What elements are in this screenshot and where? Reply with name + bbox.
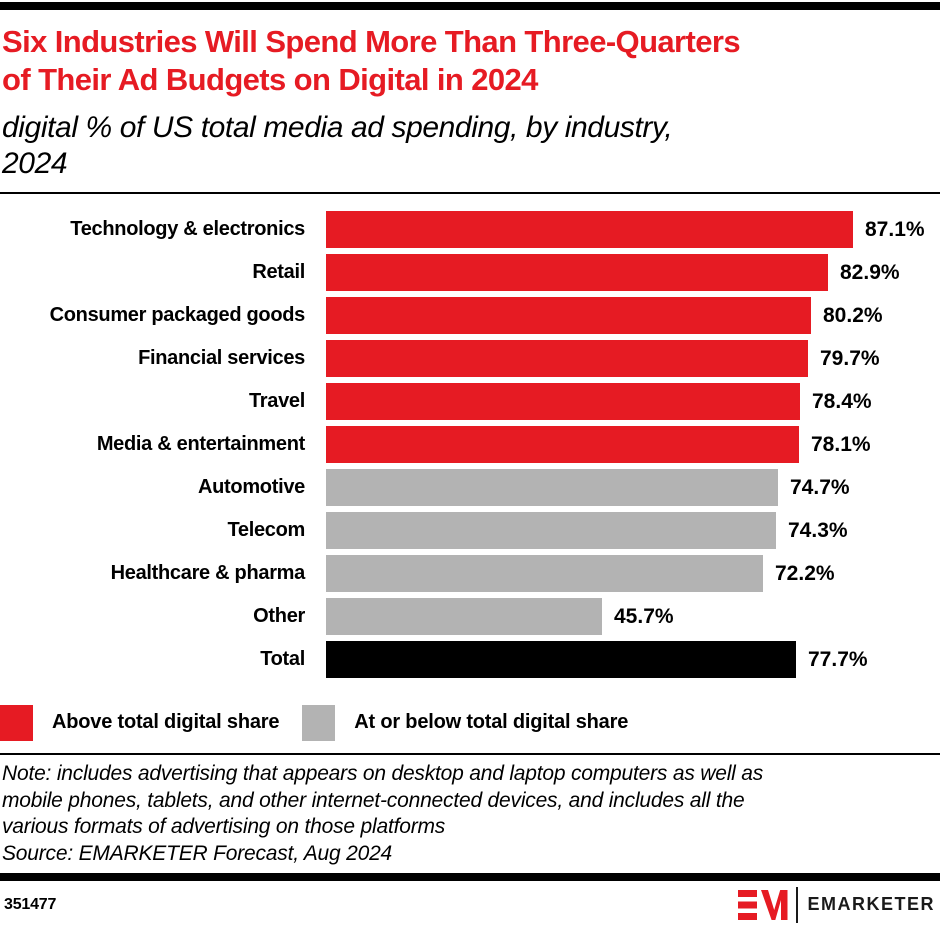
- bottom-black-bar: [0, 873, 940, 881]
- emarketer-logo: EMARKETER: [738, 886, 935, 923]
- category-label: Other: [253, 605, 305, 627]
- bar: [326, 340, 808, 377]
- bar: [326, 297, 811, 334]
- bar-row: Automotive 74.7%: [0, 466, 940, 509]
- legend-item-below: At or below total digital share: [302, 704, 629, 741]
- bar-track: 78.1%: [326, 426, 940, 463]
- bar-track: 80.2%: [326, 297, 940, 334]
- bar-row: Technology & electronics 87.1%: [0, 208, 940, 251]
- bar-chart: Technology & electronics 87.1% Retail 82…: [0, 208, 940, 681]
- bar: [326, 383, 800, 420]
- bar-row: Travel 78.4%: [0, 380, 940, 423]
- value-label: 78.4%: [812, 389, 872, 413]
- bar-track: 87.1%: [326, 211, 940, 248]
- value-label: 78.1%: [811, 432, 871, 456]
- value-label: 77.7%: [808, 647, 868, 671]
- bar: [326, 469, 778, 506]
- page-title: Six Industries Will Spend More Than Thre…: [2, 23, 940, 99]
- category-label: Retail: [252, 261, 305, 283]
- subtitle-line-2: 2024: [2, 147, 68, 180]
- value-label: 87.1%: [865, 217, 925, 241]
- category-label: Consumer packaged goods: [49, 304, 306, 326]
- note-line-1: Note: includes advertising that appears …: [2, 762, 764, 785]
- bar-track: 74.3%: [326, 512, 940, 549]
- note-line-2: mobile phones, tablets, and other intern…: [2, 788, 745, 812]
- title-line-2: of Their Ad Budgets on Digital in 2024: [2, 62, 538, 97]
- logo-divider: [796, 886, 799, 923]
- bar-row: Consumer packaged goods 80.2%: [0, 294, 940, 337]
- subtitle-line-1: digital % of US total media ad spending,…: [2, 111, 673, 144]
- category-label: Telecom: [227, 519, 305, 541]
- header-divider: [0, 192, 940, 194]
- bar: [326, 641, 796, 678]
- legend-swatch-red: [0, 704, 33, 741]
- bar-row: Media & entertainment 78.1%: [0, 423, 940, 466]
- category-label: Technology & electronics: [70, 218, 305, 240]
- title-line-1: Six Industries Will Spend More Than Thre…: [2, 24, 741, 59]
- em-logo-icon: [738, 889, 788, 920]
- legend-item-above: Above total digital share: [0, 704, 280, 741]
- bar-track: 72.2%: [326, 555, 940, 592]
- value-label: 79.7%: [820, 346, 880, 370]
- bar-row: Telecom 74.3%: [0, 509, 940, 552]
- category-label: Healthcare & pharma: [110, 562, 306, 584]
- bar-track: 82.9%: [326, 254, 940, 291]
- bar-track: 77.7%: [326, 641, 940, 678]
- legend-swatch-gray: [302, 704, 336, 741]
- bar: [326, 512, 776, 549]
- bar: [326, 254, 828, 291]
- legend-label-above: Above total digital share: [52, 711, 280, 733]
- legend-label-below: At or below total digital share: [354, 711, 629, 733]
- chart-subtitle: digital % of US total media ad spending,…: [2, 110, 940, 182]
- note-line-3: various formats of advertising on those …: [2, 815, 446, 838]
- bar-track: 74.7%: [326, 469, 940, 506]
- chart-id: 351477: [4, 895, 57, 913]
- legend-divider: [0, 753, 940, 755]
- category-label: Travel: [248, 390, 305, 412]
- category-label: Automotive: [197, 476, 305, 498]
- footer: 351477 EMARKETER: [0, 881, 940, 928]
- bar-track: 78.4%: [326, 383, 940, 420]
- bar-row: Financial services 79.7%: [0, 337, 940, 380]
- legend: Above total digital share At or below to…: [0, 704, 940, 741]
- value-label: 80.2%: [823, 303, 883, 327]
- value-label: 74.7%: [790, 475, 850, 499]
- source-line: Source: EMARKETER Forecast, Aug 2024: [2, 841, 393, 865]
- top-black-bar: [0, 2, 940, 10]
- bar: [326, 211, 853, 248]
- value-label: 72.2%: [775, 561, 835, 585]
- bar-row: Healthcare & pharma 72.2%: [0, 552, 940, 595]
- bar-row: Total 77.7%: [0, 638, 940, 681]
- brand-name: EMARKETER: [807, 894, 935, 914]
- bar-row: Other 45.7%: [0, 595, 940, 638]
- bar-row: Retail 82.9%: [0, 251, 940, 294]
- category-label: Total: [260, 648, 305, 670]
- bar: [326, 555, 763, 592]
- value-label: 45.7%: [614, 604, 674, 628]
- bar: [326, 598, 602, 635]
- value-label: 74.3%: [788, 518, 848, 542]
- bar: [326, 426, 799, 463]
- category-label: Media & entertainment: [96, 433, 305, 455]
- category-label: Financial services: [138, 347, 305, 369]
- notes-block: Note: includes advertising that appears …: [2, 761, 940, 867]
- bar-track: 79.7%: [326, 340, 940, 377]
- bar-track: 45.7%: [326, 598, 940, 635]
- value-label: 82.9%: [840, 260, 900, 284]
